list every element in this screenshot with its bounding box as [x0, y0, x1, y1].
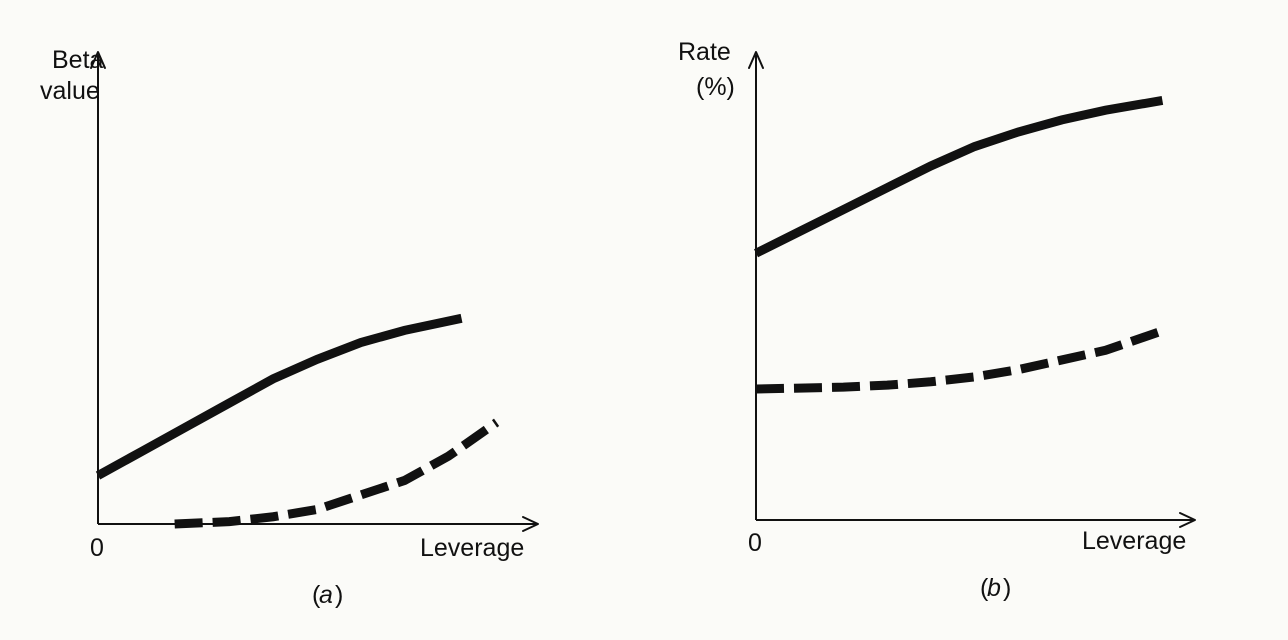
- dashed-curve-a: [174, 418, 500, 529]
- panel-label-a-close-paren: ): [335, 581, 343, 609]
- y-axis-label-b-line-2: (%): [696, 73, 735, 101]
- x-axis-label-a: Leverage: [420, 534, 524, 562]
- y-axis-arrow-b: [748, 51, 764, 69]
- solid-curve-b: [753, 96, 1164, 258]
- y-axis-arrow-a: [90, 51, 106, 69]
- y-axis-label-b-line-1: Rate: [678, 38, 731, 66]
- x-axis-label-b: Leverage: [1082, 527, 1186, 555]
- panel-label-a-open-paren: (: [312, 581, 321, 609]
- panel-label-b-letter: b: [987, 574, 1001, 602]
- x-axis-origin-label-b: 0: [748, 529, 762, 557]
- panel-label-b-close-paren: ): [1003, 574, 1011, 602]
- y-axis-label-a-line-2: value: [40, 77, 100, 105]
- panel-label-b-open-paren: (: [980, 574, 989, 602]
- x-axis-arrow-a: [522, 516, 539, 532]
- x-axis-origin-label-a: 0: [90, 534, 104, 562]
- panel-label-a-letter: a: [319, 581, 333, 609]
- panel-a: Beta value 0 Leverage ( a ): [40, 46, 539, 609]
- y-axis-label-a-line-1: Beta: [52, 46, 104, 74]
- panel-b: Rate (%) 0 Leverage ( b ): [678, 38, 1196, 602]
- x-axis-arrow-b: [1179, 512, 1196, 528]
- solid-curve-a: [95, 313, 463, 480]
- dashed-curve-b: [755, 326, 1164, 394]
